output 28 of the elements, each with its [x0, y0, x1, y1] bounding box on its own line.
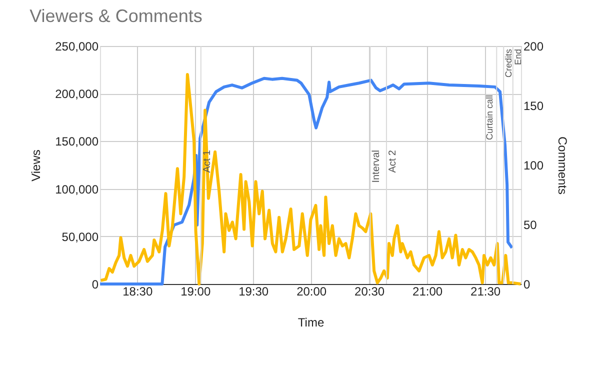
y-axis-title: Views — [29, 150, 44, 182]
ref-line-label: Act 1 — [202, 150, 213, 173]
y-tick-label: 0 — [92, 278, 99, 292]
x-tick-label: 18:30 — [122, 284, 153, 298]
y2-tick-label: 50 — [524, 218, 538, 232]
y2-tick-label: 200 — [524, 40, 544, 54]
y2-tick-label: 100 — [524, 158, 544, 172]
y-tick-label: 50,000 — [62, 230, 99, 244]
x-tick-label: 20:30 — [354, 284, 385, 298]
x-axis-title: Time — [298, 316, 324, 330]
x-tick-label: 21:30 — [470, 284, 501, 298]
y2-tick-label: 0 — [524, 278, 530, 292]
y-tick-label: 250,000 — [55, 40, 99, 54]
x-tick-label: 19:00 — [180, 284, 211, 298]
y-tick-label: 100,000 — [55, 182, 99, 196]
ref-line-label: Curtain call — [484, 95, 495, 140]
ref-line-label: Interval — [371, 150, 382, 183]
y-tick-label: 150,000 — [55, 134, 99, 149]
x-tick-label: 21:00 — [412, 284, 443, 298]
ref-line-label: Credits — [504, 48, 514, 78]
x-tick-label: 19:30 — [238, 284, 269, 298]
y-tick-label: 200,000 — [55, 87, 99, 102]
x-tick-label: 20:00 — [296, 284, 327, 298]
ref-line-label: End — [512, 49, 523, 66]
y2-tick-label: 150 — [524, 99, 544, 113]
chart-title: Viewers & Comments — [30, 6, 202, 26]
ref-line-label: Act 2 — [387, 150, 398, 173]
y2-axis-title: Comments — [556, 136, 570, 195]
